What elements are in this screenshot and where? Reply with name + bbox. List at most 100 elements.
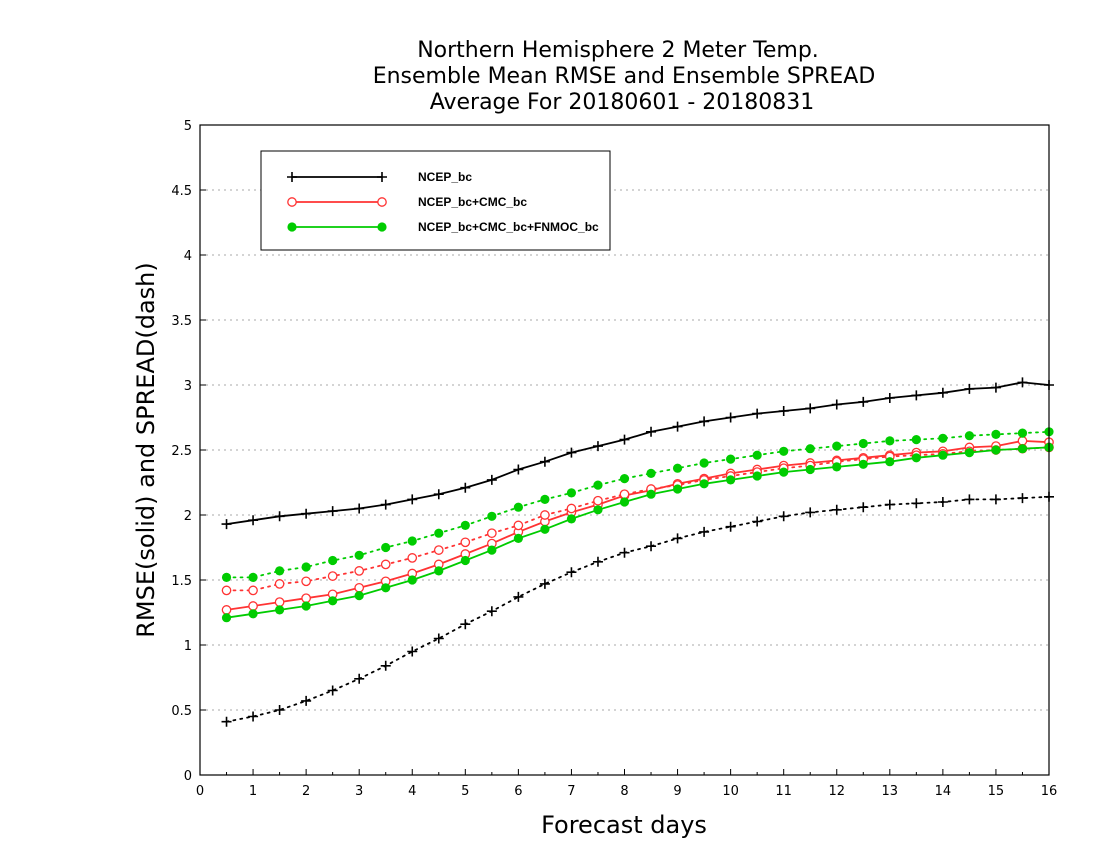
spread-point: [699, 526, 710, 537]
rmse-point: [858, 396, 869, 407]
x-axis-label: Forecast days: [541, 811, 707, 839]
rmse-point: [884, 393, 895, 403]
rmse-point: [221, 605, 232, 615]
chart-title: Northern Hemisphere 2 Meter Temp. Ensemb…: [373, 38, 876, 115]
spread-point: [380, 660, 391, 671]
spread-point: [593, 480, 603, 490]
rmse-point: [221, 519, 232, 530]
spread-point: [991, 429, 1001, 439]
spread-point: [566, 488, 577, 498]
rmse-point: [805, 403, 816, 414]
y-tick-label: 3.5: [171, 314, 192, 329]
spread-point: [672, 463, 683, 473]
y-tick-label: 2.5: [171, 444, 192, 459]
spread-point: [726, 454, 736, 464]
rmse-point: [407, 575, 417, 585]
rmse-point: [407, 494, 418, 505]
rmse-point: [832, 462, 842, 472]
rmse-point: [831, 399, 842, 410]
spread-point: [858, 438, 868, 449]
rmse-point: [593, 505, 603, 515]
rmse-point: [858, 459, 868, 469]
rmse-point: [699, 479, 709, 489]
spread-point: [486, 528, 497, 539]
legend-item: NCEP_bc: [287, 170, 472, 184]
spread-point: [513, 520, 524, 531]
rmse-point: [513, 533, 523, 544]
series-ncep-bc-cmc-bc-fnmoc-bc: [221, 427, 1054, 623]
spread-point: [619, 489, 630, 500]
rmse-point: [964, 383, 975, 394]
spread-point: [539, 578, 550, 589]
rmse-point: [885, 457, 895, 467]
rmse-point: [380, 499, 391, 510]
spread-point: [911, 498, 922, 509]
rmse-point: [301, 593, 311, 604]
rmse-point: [779, 467, 789, 477]
rmse-point: [964, 448, 975, 458]
spread-point: [831, 504, 842, 515]
spread-point: [301, 576, 311, 587]
x-tick-label: 7: [567, 784, 575, 799]
spread-point: [327, 685, 338, 696]
spread-point: [274, 579, 285, 589]
spread-point: [407, 536, 417, 546]
legend-label: NCEP_bc+CMC_bc: [418, 195, 527, 209]
spread-point: [619, 547, 630, 558]
y-axis-ticks: 0 0.5 1 1.5 2 2.5 3 3.5 4 4.5 5: [171, 119, 206, 784]
spread-point: [938, 433, 948, 443]
rmse-point: [1017, 444, 1028, 454]
spread-point: [354, 673, 365, 684]
spread-point: [460, 520, 470, 531]
y-tick-label: 0: [184, 769, 192, 784]
y-tick-label: 4.5: [171, 184, 192, 199]
legend-marker: [377, 172, 387, 182]
rmse-point: [274, 605, 285, 615]
rmse-point: [248, 601, 258, 611]
x-tick-label: 14: [935, 784, 952, 799]
x-tick-label: 13: [882, 784, 899, 799]
rmse-point: [937, 387, 948, 398]
rmse-point: [513, 464, 524, 475]
y-axis-label: RMSE(solid) and SPREAD(dash): [132, 262, 160, 638]
spread-point: [778, 511, 789, 522]
rmse-point: [752, 471, 762, 481]
rmse-point: [619, 497, 630, 507]
spread-point: [381, 542, 391, 553]
spread-line-ncep-bc-cmc-bc-fnmoc-bc: [225, 430, 1050, 579]
legend-label: NCEP_bc: [418, 170, 472, 184]
legend-marker: [287, 172, 297, 182]
rmse-point: [991, 445, 1001, 455]
rmse-point: [274, 597, 285, 607]
y-tick-label: 0.5: [171, 704, 192, 719]
spread-point: [380, 559, 391, 570]
spread-point: [407, 553, 418, 563]
rmse-point: [672, 484, 683, 494]
spread-point: [752, 450, 762, 460]
legend-marker: [287, 197, 297, 207]
spread-point: [433, 545, 444, 555]
spread-point: [433, 633, 444, 644]
rmse-point: [327, 506, 338, 517]
spread-point: [274, 566, 285, 576]
legend: NCEP_bc NCEP_bc+CMC_bc NCEP_bc+CMC_bc+FNMO…: [260, 150, 611, 251]
spread-point: [1017, 493, 1028, 504]
rmse-point: [619, 434, 630, 445]
spread-point: [486, 606, 497, 617]
rmse-point: [460, 482, 471, 493]
x-tick-label: 1: [249, 784, 257, 799]
title-line-1: Northern Hemisphere 2 Meter Temp.: [417, 38, 819, 63]
rmse-point: [354, 582, 365, 593]
rmse-point: [301, 601, 311, 611]
spread-point: [779, 446, 789, 456]
rmse-point: [778, 406, 789, 416]
rmse-point: [725, 412, 736, 423]
spread-point: [752, 516, 763, 527]
x-tick-label: 15: [988, 784, 1005, 799]
spread-point: [354, 566, 365, 576]
rmse-point: [248, 515, 259, 526]
x-axis-ticks: 0 1 2 3 4 5 6 7 8 9 10 11 12 13 14 15 16: [196, 769, 1057, 799]
rmse-point: [274, 511, 285, 522]
spread-point: [805, 507, 816, 518]
rmse-point: [592, 441, 603, 452]
